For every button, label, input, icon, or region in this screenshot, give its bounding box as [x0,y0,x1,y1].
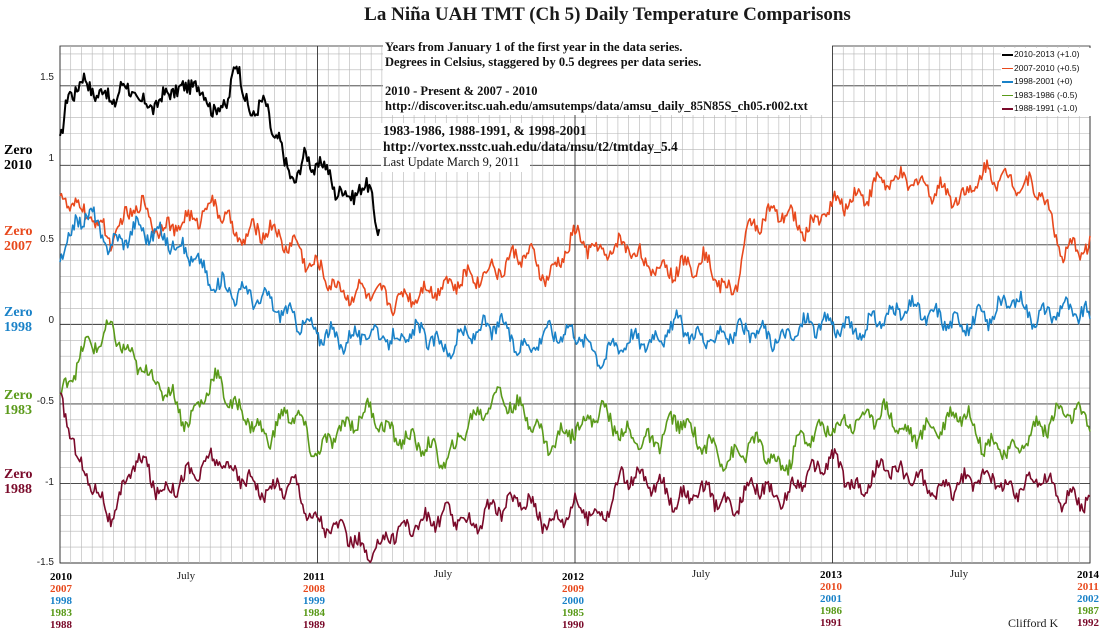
legend-label: 1988-1991 (-1.0) [1014,103,1078,113]
zero-word: Zero [4,305,33,320]
x-year-label: 2014 [1077,569,1099,581]
x-year-label: 1987 [1077,605,1099,617]
note-line-2: Degrees in Celsius, staggered by 0.5 deg… [385,54,702,69]
legend-item: 2007-2010 (+0.5) [1001,62,1092,76]
legend-label: 2010-2013 (+1.0) [1014,49,1080,59]
legend-item: 1983-1986 (-0.5) [1001,89,1092,103]
x-year-label: 2008 [303,583,325,595]
x-year-label: 2011 [303,571,325,583]
x-year-label: 2001 [820,593,842,605]
x-year-label: 2011 [1077,581,1099,593]
zero-year: 1998 [4,320,32,335]
zero-year: 1988 [4,482,32,497]
x-year-label: 1988 [50,619,72,631]
x-year-label: 2000 [562,595,584,607]
zero-label-1998: Zero 1998 [4,305,33,335]
legend-label: 1983-1986 (-0.5) [1014,89,1078,100]
legend-swatch [1002,94,1013,96]
x-year-label: 1990 [562,619,584,631]
x-year-label: 2010 [820,581,842,593]
legend-item: 1998-2001 (+0) [1001,75,1092,89]
zero-word: Zero [4,467,33,482]
x-year-label: 1989 [303,619,325,631]
zero-year: 2007 [4,239,32,254]
notes-box-top: Years from January 1 of the first year i… [383,40,832,115]
x-tick-july: July [949,568,969,580]
series-line-1988-1991 [59,392,1091,564]
x-year-label: 2009 [562,583,584,595]
legend-swatch [1002,67,1013,69]
note-line-1: Years from January 1 of the first year i… [385,40,683,54]
zero-label-2010: Zero 2010 [4,143,33,173]
legend-swatch [1002,54,1013,56]
x-tick-july: July [691,568,711,580]
series-line-2010-2013 [59,65,381,237]
note-line-5: 1983-1986, 1988-1991, & 1998-2001 [383,123,587,138]
series-line-2007-2010 [59,159,1091,317]
x-year-label: 1992 [1077,617,1099,629]
x-year-label: 2002 [1077,593,1099,605]
zero-label-2007: Zero 2007 [4,224,33,254]
x-year-column-2: 2012 2009 2000 1985 1990 [562,571,584,631]
x-year-column-3: 2013 2010 2001 1986 1991 [820,569,842,629]
note-line-4: http://discover.itsc.uah.edu/amsutemps/d… [385,98,808,113]
x-year-column-4: 2014 2011 2002 1987 1992 [1077,569,1099,629]
zero-word: Zero [4,224,33,239]
zero-word: Zero [4,388,33,403]
legend-label: 2007-2010 (+0.5) [1014,62,1080,73]
x-tick-july: July [433,568,453,580]
x-year-label: 2010 [50,571,72,583]
zero-year: 1983 [4,403,32,418]
x-year-label: 1984 [303,607,325,619]
x-year-label: 2013 [820,569,842,581]
legend: 2010-2013 (+1.0) 2007-2010 (+0.5) 1998-2… [1001,48,1092,116]
y-tick-label: -1.5 [36,557,54,568]
note-line-3: 2010 - Present & 2007 - 2010 [385,84,538,98]
note-line-7: Last Update March 9, 2011 [383,155,520,169]
x-year-label: 2012 [562,571,584,583]
x-year-column-0: 2010 2007 1998 1983 1988 [50,571,72,631]
y-tick-label: 1.5 [40,72,54,83]
y-tick-label: -0.5 [36,396,54,407]
y-tick-label: 1 [48,153,54,164]
x-year-column-1: 2011 2008 1999 1984 1989 [303,571,325,631]
legend-item: 1988-1991 (-1.0) [1001,102,1092,116]
chart-title: La Niña UAH TMT (Ch 5) Daily Temperature… [364,4,851,25]
zero-label-1983: Zero 1983 [4,388,33,418]
y-tick-label: -1 [45,477,54,488]
x-year-label: 1998 [50,595,72,607]
note-line-6: http://vortex.nsstc.uah.edu/data/msu/t2/… [383,139,678,155]
x-year-label: 1983 [50,607,72,619]
legend-swatch [1002,81,1013,83]
x-year-label: 2007 [50,583,72,595]
credit-label: Clifford K [1008,616,1059,630]
x-year-label: 1986 [820,605,842,617]
y-tick-label: 0 [48,315,54,326]
series-line-1998-2001 [59,206,1091,370]
x-year-label: 1991 [820,617,842,629]
x-year-label: 1985 [562,607,584,619]
x-year-label: 1999 [303,595,325,607]
series-line-1983-1986 [59,319,1091,476]
legend-swatch [1002,108,1013,110]
zero-label-1988: Zero 1988 [4,467,33,497]
zero-year: 2010 [4,158,32,173]
notes-box-bottom: 1983-1986, 1988-1991, & 1998-2001 http:/… [381,123,678,172]
y-tick-label: 0.5 [40,234,54,245]
zero-word: Zero [4,143,33,158]
legend-label: 1998-2001 (+0) [1014,76,1073,86]
x-tick-july: July [176,570,196,582]
legend-item: 2010-2013 (+1.0) [1001,48,1092,62]
